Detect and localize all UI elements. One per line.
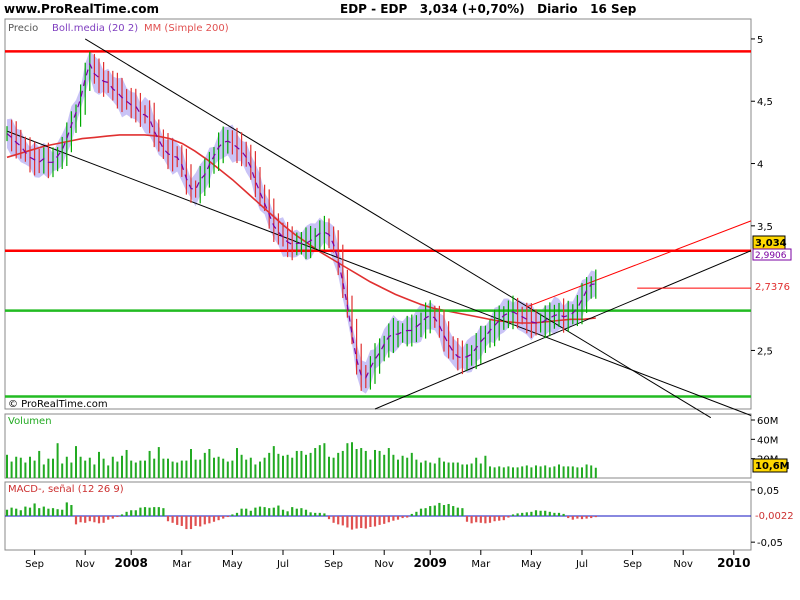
trendline-0	[6, 130, 752, 416]
macd-value-tag: -0,0022	[755, 511, 794, 522]
last-price-value: 3,034	[755, 238, 787, 249]
last-price-tag: 3,034	[752, 235, 787, 250]
macd-y-tick-label: 0,05	[757, 486, 779, 497]
x-tick-label: Nov	[673, 559, 693, 570]
price-y-tick-label: 4,5	[757, 97, 773, 108]
ma200-value-tag: 2,7376	[755, 282, 790, 293]
volume-y-tick-label: 60M	[757, 416, 778, 427]
copyright: © ProRealTime.com	[8, 399, 108, 410]
site-name[interactable]: www.ProRealTime.com	[4, 2, 159, 16]
ma200-value: 2,7376	[755, 282, 790, 293]
resistance-3	[526, 220, 752, 308]
price-y-tick-label: 3,5	[757, 222, 773, 233]
legend-price: Precio	[8, 23, 38, 34]
price-y-tick-label: 4	[757, 160, 763, 171]
price-y-tick-label: 5	[757, 35, 763, 46]
legend-boll: Boll.media (20 2)	[52, 23, 138, 34]
x-tick-label: 2009	[413, 556, 446, 570]
volume-panel-frame	[4, 413, 752, 479]
x-tick-label: May	[521, 559, 542, 570]
boll-value: 2,9906	[755, 251, 787, 261]
boll-value-tag: 2,9906	[752, 248, 792, 261]
legend-ma200: MM (Simple 200)	[144, 23, 229, 34]
instrument-name: EDP - EDP	[340, 2, 408, 16]
macd-value: -0,0022	[755, 511, 794, 522]
instrument-summary: EDP - EDP 3,034 (+0,70%) Diario 16 Sep	[340, 2, 636, 16]
axes: 54,543,52,560M40M20M0,05-0,05SepNov2008M…	[25, 35, 783, 570]
x-tick-label: Mar	[471, 559, 491, 570]
macd-plot	[5, 502, 751, 530]
volume-title: Volumen	[8, 416, 52, 427]
trendline-1	[84, 38, 712, 419]
x-tick-label: Jul	[575, 559, 588, 570]
volume-value-tag: 10,6M	[752, 458, 790, 473]
header-bar: www.ProRealTime.com EDP - EDP 3,034 (+0,…	[0, 0, 800, 18]
x-tick-label: Nov	[374, 559, 394, 570]
period: Diario	[537, 2, 578, 16]
price-y-tick-label: 2,5	[757, 346, 773, 357]
boll-mid-line	[6, 62, 596, 379]
macd-y-tick-label: -0,05	[757, 538, 783, 549]
x-tick-label: Jul	[276, 559, 289, 570]
x-tick-label: Mar	[172, 559, 192, 570]
volume-y-tick-label: 40M	[757, 435, 778, 446]
x-tick-label: Sep	[324, 559, 343, 570]
last-date: 16 Sep	[590, 2, 637, 16]
price-plot	[5, 38, 752, 419]
macd-title: MACD-, señal (12 26 9)	[8, 484, 124, 495]
volume-plot	[6, 442, 597, 478]
last-change: 3,034 (+0,70%)	[419, 2, 525, 16]
x-tick-label: Nov	[75, 559, 95, 570]
x-tick-label: Sep	[623, 559, 642, 570]
x-tick-label: Sep	[25, 559, 44, 570]
x-tick-label: 2010	[717, 556, 750, 570]
x-tick-label: 2008	[114, 556, 147, 570]
x-tick-label: May	[222, 559, 243, 570]
volume-value: 10,6M	[755, 461, 790, 472]
